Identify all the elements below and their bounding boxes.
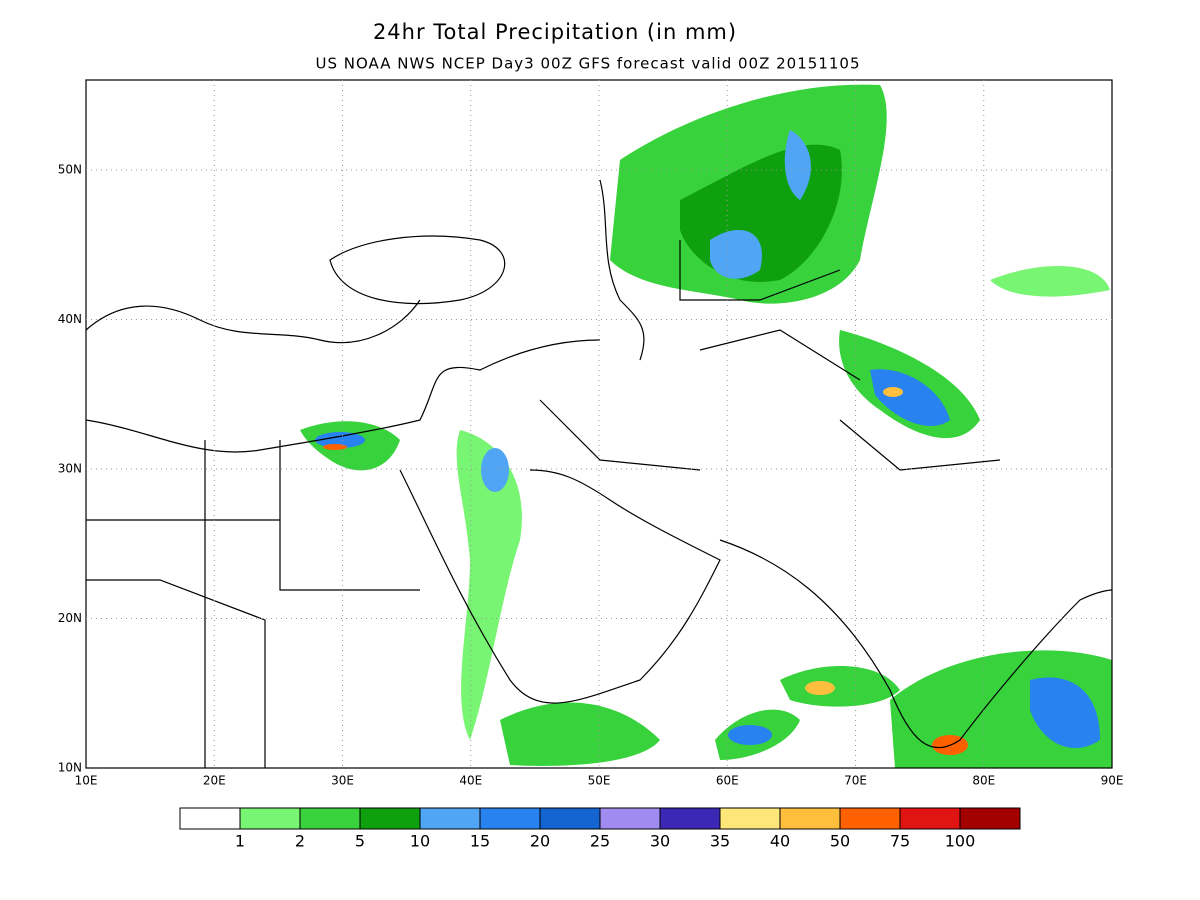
legend-label: 25 [590,832,610,851]
legend-swatch [419,807,481,830]
precip-area [728,725,772,745]
lon-label: 70E [844,774,867,788]
lon-label: 10E [75,774,98,788]
lat-label: 10N [58,761,82,775]
legend-label: 2 [295,832,305,851]
legend-swatch [899,807,961,830]
legend-label: 35 [710,832,730,851]
precip-area [323,444,347,450]
coastline [719,539,1113,749]
legend-swatch [359,807,421,830]
legend-label: 40 [770,832,790,851]
lon-label: 60E [716,774,739,788]
legend-label: 1 [235,832,245,851]
legend-swatch [539,807,601,830]
coastline [399,469,721,704]
lon-label: 30E [331,774,354,788]
lon-label: 50E [588,774,611,788]
legend: 1 2 5 10 15 20 25 30 35 40 50 75 100 [179,807,1021,851]
border [86,440,420,768]
sea [329,235,506,305]
legend-swatch [299,807,361,830]
legend-label: 5 [355,832,365,851]
lat-label: 50N [58,163,82,177]
subtitle: US NOAA NWS NCEP Day3 00Z GFS forecast v… [315,55,860,73]
map: 10E 20E 30E 40E 50E 60E 70E 80E 90E 10N 20N 30N 40N 5… [58,79,1124,788]
title: 24hr Total Precipitation (in mm) [373,20,737,44]
precip-area [990,266,1110,297]
lon-label: 40E [459,774,482,788]
coastline [85,339,601,453]
legend-swatch [239,807,301,830]
legend-label: 100 [945,832,976,851]
precip-area [784,130,811,200]
legend-label: 75 [890,832,910,851]
border [539,240,1001,471]
lat-label: 20N [58,611,82,625]
precip-area [456,430,522,740]
legend-label: 20 [530,832,550,851]
legend-swatch [599,807,661,830]
legend-swatch [959,807,1021,830]
precip-area [315,432,365,448]
legend-swatch [179,807,241,830]
coastlines [85,179,1113,768]
legend-swatch [779,807,841,830]
precip-area [870,369,950,426]
precip-area [780,666,900,707]
coastline [85,299,421,344]
precip-area [500,702,660,766]
precip-area [710,230,762,279]
legend-label: 50 [830,832,850,851]
lon-label: 80E [972,774,995,788]
legend-label: 15 [470,832,490,851]
legend-swatch [839,807,901,830]
legend-label: 30 [650,832,670,851]
precip-area [481,448,509,492]
precip-area [805,681,835,695]
legend-label: 10 [410,832,430,851]
lon-label: 90E [1101,774,1124,788]
precip-area [883,387,903,397]
coastline [599,179,645,361]
precipitation [300,84,1112,768]
lat-label: 40N [58,312,82,326]
lon-label: 20E [203,774,226,788]
legend-swatch [479,807,541,830]
legend-swatch [659,807,721,830]
legend-swatch [719,807,781,830]
lat-label: 30N [58,462,82,476]
precip-area [1030,677,1100,749]
